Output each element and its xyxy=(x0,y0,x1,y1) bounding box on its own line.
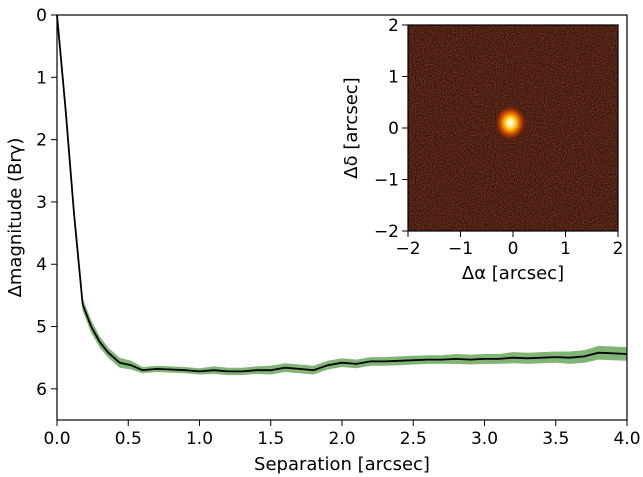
inset-y-tick-label: 2 xyxy=(388,16,399,36)
main-x-tick-label: 0.0 xyxy=(43,429,70,449)
inset-y-tick-label: 0 xyxy=(388,119,399,139)
inset-y-tick-label: 1 xyxy=(388,68,399,88)
main-y-axis-label: Δmagnitude (Brγ) xyxy=(5,138,26,298)
inset-x-tick-label: 1 xyxy=(560,239,571,259)
main-x-tick-label: 2.5 xyxy=(400,429,427,449)
main-x-tick-label: 0.5 xyxy=(115,429,142,449)
inset-x-tick-label: 2 xyxy=(613,239,624,259)
inset-x-tick-label: 0 xyxy=(508,239,519,259)
main-y-tick-label: 5 xyxy=(36,318,47,338)
contrast-curve-line xyxy=(56,14,628,373)
main-x-tick-label: 3.0 xyxy=(471,429,498,449)
main-x-ticks: 0.0 0.5 1.0 1.5 2.0 2.5 3.0 3.5 4.0 xyxy=(43,420,641,449)
contrast-curve-group xyxy=(56,14,628,373)
inset-x-tick-label: −1 xyxy=(448,239,473,259)
inset-x-axis-label: Δα [arcsec] xyxy=(462,263,564,284)
main-x-tick-label: 3.5 xyxy=(542,429,569,449)
main-x-tick-label: 2.0 xyxy=(328,429,355,449)
inset-source-psf xyxy=(493,103,528,142)
main-y-tick-label: 3 xyxy=(36,193,47,213)
inset-y-axis-label: Δδ [arcsec] xyxy=(341,77,362,178)
main-y-tick-label: 1 xyxy=(36,68,47,88)
inset-x-tick-label: −2 xyxy=(395,239,420,259)
main-y-ticks: 0 1 2 3 4 5 6 xyxy=(36,6,57,400)
main-x-tick-label: 4.0 xyxy=(613,429,640,449)
inset-x-ticks: −2 −1 0 1 2 xyxy=(395,231,623,259)
inset-y-tick-label: −1 xyxy=(374,171,399,191)
inset-image-panel: −2 −1 0 1 2 −2 −1 0 1 2 Δα [arcsec] Δδ [arcsec] xyxy=(341,16,623,284)
main-y-tick-label: 4 xyxy=(36,255,47,275)
inset-y-ticks: −2 −1 0 1 2 xyxy=(374,16,408,242)
main-y-tick-label: 6 xyxy=(36,380,47,400)
main-y-tick-label: 2 xyxy=(36,131,47,151)
main-x-axis-label: Separation [arcsec] xyxy=(254,454,430,475)
main-x-tick-label: 1.0 xyxy=(186,429,213,449)
main-x-tick-label: 1.5 xyxy=(257,429,284,449)
main-chart: 0.0 0.5 1.0 1.5 2.0 2.5 3.0 3.5 4.0 0 1 2 3 4 5 6 Sepa… xyxy=(5,6,641,475)
main-y-tick-label: 0 xyxy=(36,6,47,26)
inset-y-tick-label: −2 xyxy=(374,222,399,242)
